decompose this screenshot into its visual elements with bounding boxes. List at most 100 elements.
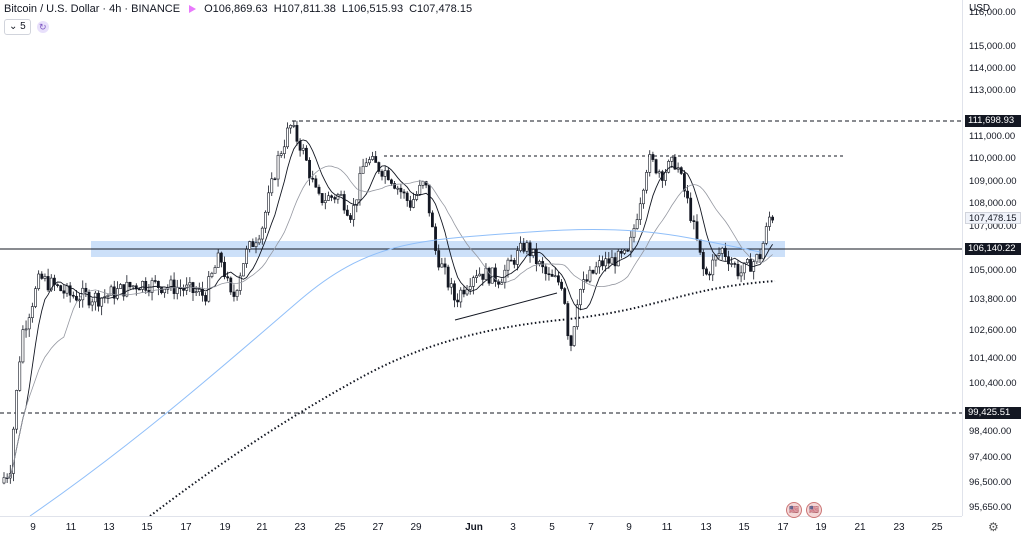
candle-body <box>87 291 91 306</box>
candle-body <box>560 281 563 289</box>
candle-body <box>390 179 393 184</box>
candle-body <box>15 390 19 430</box>
price-chart[interactable] <box>0 0 962 516</box>
candle-body <box>197 288 201 292</box>
candle-body <box>673 156 677 170</box>
candle-body <box>512 260 516 265</box>
price-tick-label: 98,400.00 <box>969 426 1012 437</box>
price-label-resistance: 111,698.93 <box>965 115 1021 127</box>
date-tick-label: 23 <box>893 522 905 533</box>
date-tick-label: 17 <box>777 522 789 533</box>
candle-body <box>97 292 100 307</box>
candle-body <box>478 273 482 277</box>
candle-body <box>270 178 274 194</box>
candle-body <box>43 276 47 279</box>
candle-body <box>519 242 523 251</box>
candle-body <box>367 159 371 164</box>
candle-body <box>298 140 302 151</box>
date-axis[interactable]: 9 11 13 15 17 19 21 23 25 27 29 Jun 3 5 7 9 11 13 15 17 19 21… <box>0 516 962 537</box>
price-tick-label: 114,000.00 <box>969 63 1016 74</box>
candle-body <box>459 289 463 303</box>
candle-body <box>585 279 589 282</box>
candle-body <box>758 254 762 260</box>
candle-body <box>613 257 617 267</box>
candle-body <box>90 301 94 306</box>
symbol-title[interactable]: Bitcoin / U.S. Dollar · 4h · BINANCE <box>4 3 181 15</box>
indicator-toggle-button[interactable]: ⌄ 5 <box>4 19 31 35</box>
price-axis[interactable]: USD 116,000.00 115,000.00 114,000.00 113,00… <box>962 0 1024 516</box>
candle-body <box>40 273 44 279</box>
candle-body <box>119 284 122 289</box>
candle-body <box>219 252 223 263</box>
gear-icon[interactable]: ⚙ <box>988 520 999 534</box>
candle-body <box>427 184 431 214</box>
candle-body <box>399 187 403 193</box>
candle-body <box>755 254 759 262</box>
ohlc-high: H107,811.38 <box>273 3 336 15</box>
candle-body <box>163 289 167 294</box>
date-tick-label: 15 <box>738 522 750 533</box>
ohlc-low: L106,515.93 <box>341 3 404 15</box>
candle-body <box>468 286 472 290</box>
candle-body <box>572 326 576 346</box>
date-tick-label: 9 <box>30 522 36 533</box>
candle-body <box>56 284 59 286</box>
date-tick-label: 11 <box>65 522 77 533</box>
candle-body <box>374 156 378 163</box>
candle-body <box>575 304 579 327</box>
candle-body <box>736 264 740 277</box>
candle-body <box>761 243 765 260</box>
candle-body <box>364 162 368 167</box>
candle-body <box>320 193 324 204</box>
ohlc-open: O106,869.63 <box>204 3 268 15</box>
candle-body <box>128 281 132 288</box>
sync-icon[interactable]: ↻ <box>36 21 49 33</box>
candle-body <box>213 267 217 274</box>
event-flag-us-icon[interactable]: 🇺🇸 <box>806 502 822 518</box>
candle-body <box>34 288 37 307</box>
date-tick-label: Jun <box>465 522 483 533</box>
currency-label[interactable]: USD <box>969 3 991 14</box>
candle-body <box>679 167 683 174</box>
event-flag-us-icon[interactable]: 🇺🇸 <box>786 502 802 518</box>
price-tick-label: 111,000.00 <box>969 131 1016 142</box>
candle-body <box>619 250 623 254</box>
price-label-last: 107,478.15 <box>965 212 1021 224</box>
candle-body <box>635 219 639 229</box>
candle-body <box>705 268 708 275</box>
record-icon[interactable] <box>186 3 198 15</box>
candle-body <box>534 249 538 265</box>
candle-body <box>24 328 28 331</box>
candle-body <box>604 258 608 267</box>
candle-body <box>739 272 743 277</box>
date-tick-label: 29 <box>410 522 422 533</box>
candle-body <box>232 291 236 297</box>
candle-body <box>371 156 374 160</box>
candle-body <box>84 287 88 293</box>
candle-body <box>626 249 630 252</box>
candle-body <box>402 191 406 194</box>
candle-body <box>62 290 66 294</box>
candle-body <box>550 274 554 277</box>
trend-line <box>454 292 558 321</box>
candle-body <box>632 228 636 238</box>
candle-body <box>342 194 346 211</box>
candle-body <box>18 361 22 391</box>
candle-body <box>415 194 419 200</box>
price-label-horizontal-line: 106,140.22 <box>965 243 1021 255</box>
candle-body <box>131 285 135 288</box>
candle-body <box>638 203 642 220</box>
candle-body <box>446 266 450 288</box>
price-label-support: 99,425.51 <box>965 407 1021 419</box>
candle-body <box>273 178 277 181</box>
candle-body <box>223 261 226 278</box>
candle-body <box>405 192 409 201</box>
candle-body <box>311 177 315 180</box>
candle-body <box>453 283 456 301</box>
price-tick-label: 100,400.00 <box>969 378 1017 389</box>
candle-body <box>254 242 258 247</box>
chart-area[interactable] <box>0 0 962 516</box>
candle-body <box>100 297 104 307</box>
candle-body <box>412 199 415 208</box>
candle-body <box>30 306 34 319</box>
